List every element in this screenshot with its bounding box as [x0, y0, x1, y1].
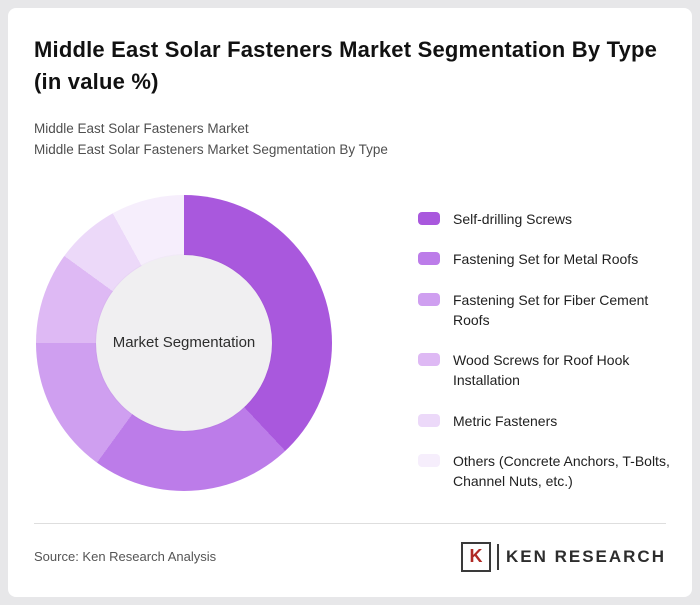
legend-swatch [418, 413, 440, 427]
footer: Source: Ken Research Analysis K KEN RESE… [34, 524, 666, 572]
page-title: Middle East Solar Fasteners Market Segme… [34, 37, 658, 94]
logo-divider [496, 543, 499, 570]
chart-card: Middle East Solar Fasteners Market Segme… [8, 8, 692, 597]
legend-item: Self-drilling Screws [418, 209, 674, 229]
chart-subtitle-market: Middle East Solar Fasteners Market [34, 120, 249, 136]
legend-label: Fastening Set for Metal Roofs [453, 251, 639, 268]
chart-subtitle-segmentation: Middle East Solar Fasteners Market Segme… [34, 142, 388, 158]
source-text: Source: Ken Research Analysis [34, 549, 217, 565]
legend-label: Metric Fasteners [453, 412, 558, 429]
legend-item: Fastening Set for Fiber Cement Roofs [418, 290, 674, 331]
logo-text: KEN RESEARCH [505, 546, 666, 566]
footer-divider [34, 522, 666, 524]
donut-chart: Market Segmentation [36, 194, 332, 491]
legend-item: Metric Fasteners [418, 411, 674, 431]
chart-area: Market Segmentation Self-drilling Screws… [34, 194, 670, 501]
chart-subtitles: Middle East Solar Fasteners Market Middl… [34, 118, 666, 161]
legend-swatch [418, 353, 440, 367]
legend-swatch [418, 211, 440, 225]
legend-label: Self-drilling Screws [453, 210, 573, 227]
chart-legend: Self-drilling Screws Fastening Set for Me… [418, 209, 674, 492]
legend-item: Others (Concrete Anchors, T-Bolts, Chann… [418, 451, 674, 492]
logo-mark-icon: K [460, 541, 491, 572]
legend-item: Fastening Set for Metal Roofs [418, 249, 674, 269]
legend-swatch [418, 292, 440, 306]
legend-label: Others (Concrete Anchors, T-Bolts, Chann… [453, 453, 670, 490]
ken-research-logo: K KEN RESEARCH [460, 541, 666, 572]
donut-center: Market Segmentation [96, 254, 272, 431]
legend-swatch [418, 454, 440, 468]
legend-label: Fastening Set for Fiber Cement Roofs [453, 291, 649, 328]
legend-item: Wood Screws for Roof Hook Installation [418, 350, 674, 391]
donut-center-label: Market Segmentation [112, 334, 256, 352]
legend-label: Wood Screws for Roof Hook Installation [453, 352, 630, 389]
legend-swatch [418, 252, 440, 266]
